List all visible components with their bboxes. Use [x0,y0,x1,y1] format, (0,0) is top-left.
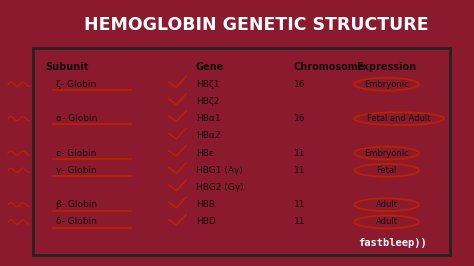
Text: Adult: Adult [376,218,398,226]
Text: ζ- Globin: ζ- Globin [56,80,96,89]
Text: Adult: Adult [376,200,398,209]
Text: Gene: Gene [196,63,224,72]
Text: 16: 16 [294,80,305,89]
Text: 16: 16 [294,114,305,123]
Text: 11: 11 [294,200,305,209]
Text: HBα1: HBα1 [196,114,220,123]
Text: ε- Globin: ε- Globin [56,148,97,157]
Text: HBG1 (Aγ): HBG1 (Aγ) [196,166,243,175]
Text: Expression: Expression [356,63,417,72]
Text: HBB: HBB [196,200,215,209]
Text: HBG2 (Gγ): HBG2 (Gγ) [196,183,244,192]
Text: HEMOGLOBIN GENETIC STRUCTURE: HEMOGLOBIN GENETIC STRUCTURE [83,16,428,34]
Text: 11: 11 [294,166,305,175]
Text: Embryonic: Embryonic [365,149,409,157]
Text: 11: 11 [294,148,305,157]
Text: HBζ1: HBζ1 [196,80,219,89]
Text: Subunit: Subunit [46,63,89,72]
Text: HBζ2: HBζ2 [196,97,219,106]
Text: γ- Globin: γ- Globin [56,166,97,175]
Text: δ- Globin: δ- Globin [56,217,97,226]
Text: α- Globin: α- Globin [56,114,98,123]
Text: fastbleep)): fastbleep)) [358,238,427,248]
Text: Fetal and Adult: Fetal and Adult [367,114,431,123]
Text: Embryonic: Embryonic [365,80,409,89]
Text: HBε: HBε [196,148,214,157]
Text: HBα2: HBα2 [196,131,220,140]
Text: β- Globin: β- Globin [56,200,97,209]
Text: Chromosome: Chromosome [294,63,365,72]
Text: Fetal: Fetal [376,166,397,175]
Text: 11: 11 [294,217,305,226]
Text: HBD: HBD [196,217,216,226]
